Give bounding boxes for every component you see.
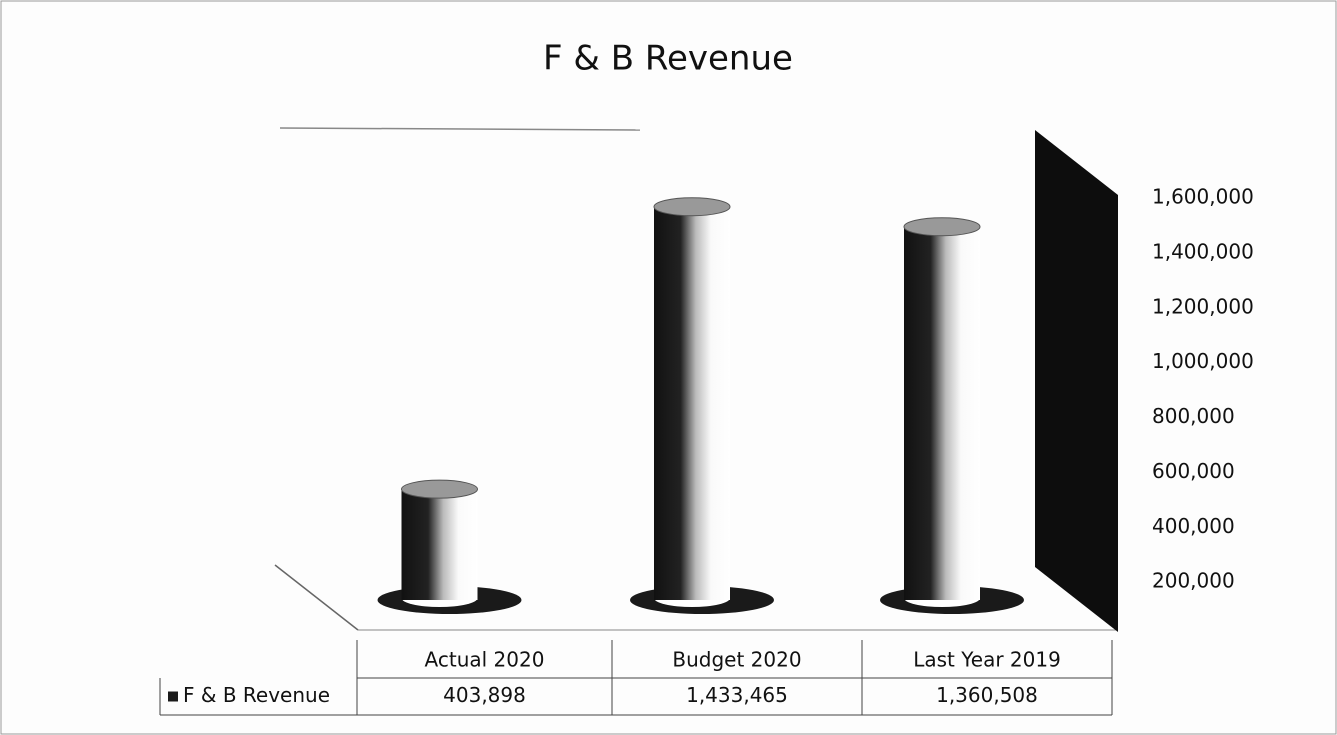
y-tick-label: 1,200,000 [1152,294,1254,318]
bar-top [903,217,981,237]
legend-label: F & B Revenue [183,683,330,707]
x-tick-label: Last Year 2019 [913,648,1061,672]
x-tick-label: Budget 2020 [672,648,801,672]
plot-walls [274,127,1118,632]
y-tick-label: 800,000 [1152,404,1235,428]
legend-key [168,691,178,702]
bar [401,489,478,600]
data-label: 1,433,465 [686,683,788,707]
y-tick-label: 400,000 [1152,514,1235,538]
data-label: 1,360,508 [936,683,1038,707]
y-tick-label: 1,000,000 [1152,349,1254,373]
y-tick-label: 1,400,000 [1152,239,1254,263]
y-tick-label: 200,000 [1152,569,1235,593]
bar [654,206,730,600]
chart-title: F & B Revenue [543,39,793,79]
x-tick-label: Actual 2020 [425,648,545,672]
bar-top [653,197,731,217]
bar [904,226,980,600]
y-tick-label: 1,600,000 [1152,185,1254,209]
bar-top [401,479,478,499]
data-label: 403,898 [443,683,526,707]
y-tick-label: 600,000 [1152,459,1235,483]
